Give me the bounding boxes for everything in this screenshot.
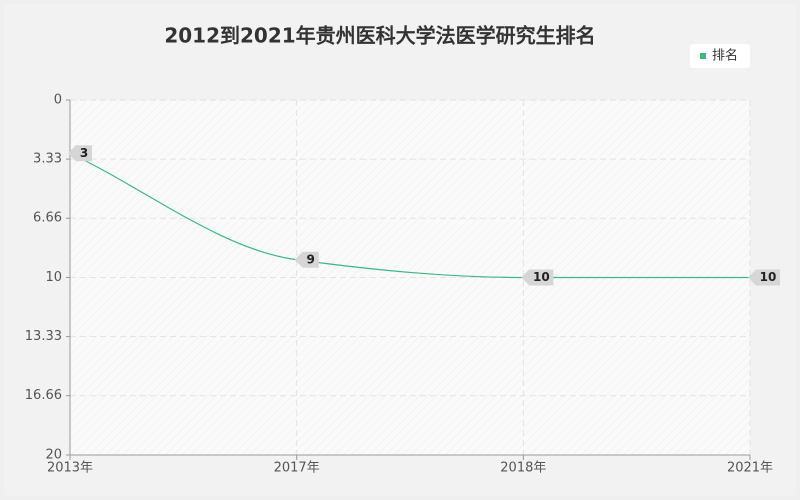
y-tick-label: 16.66	[25, 388, 62, 403]
legend: 排名	[690, 44, 750, 68]
series-line	[69, 152, 750, 279]
data-label-bg	[748, 269, 780, 286]
x-tick-label: 2013年	[47, 461, 93, 476]
data-label-bg	[68, 145, 92, 162]
y-tick-label: 0	[54, 93, 62, 108]
x-tick-label: 2018年	[500, 461, 546, 476]
y-tick-label: 20	[45, 448, 62, 463]
y-tick-label: 6.66	[33, 211, 62, 226]
x-tick-label: 2017年	[274, 461, 320, 476]
data-label-bg	[521, 269, 554, 286]
data-label-bg	[294, 251, 319, 268]
y-tick-label: 10	[45, 270, 62, 285]
chart-title: 2012到2021年贵州医科大学法医学研究生排名	[164, 24, 595, 48]
x-tick-label: 2021年	[727, 461, 773, 476]
data-label: 3	[80, 146, 88, 160]
y-tick-label: 13.33	[25, 329, 62, 344]
legend-box	[690, 44, 750, 68]
legend-swatch	[700, 53, 706, 59]
y-tick-label: 3.33	[33, 152, 62, 167]
data-label: 10	[533, 270, 550, 284]
data-label: 9	[306, 252, 314, 266]
legend-label: 排名	[712, 48, 738, 64]
data-label: 10	[760, 270, 777, 284]
